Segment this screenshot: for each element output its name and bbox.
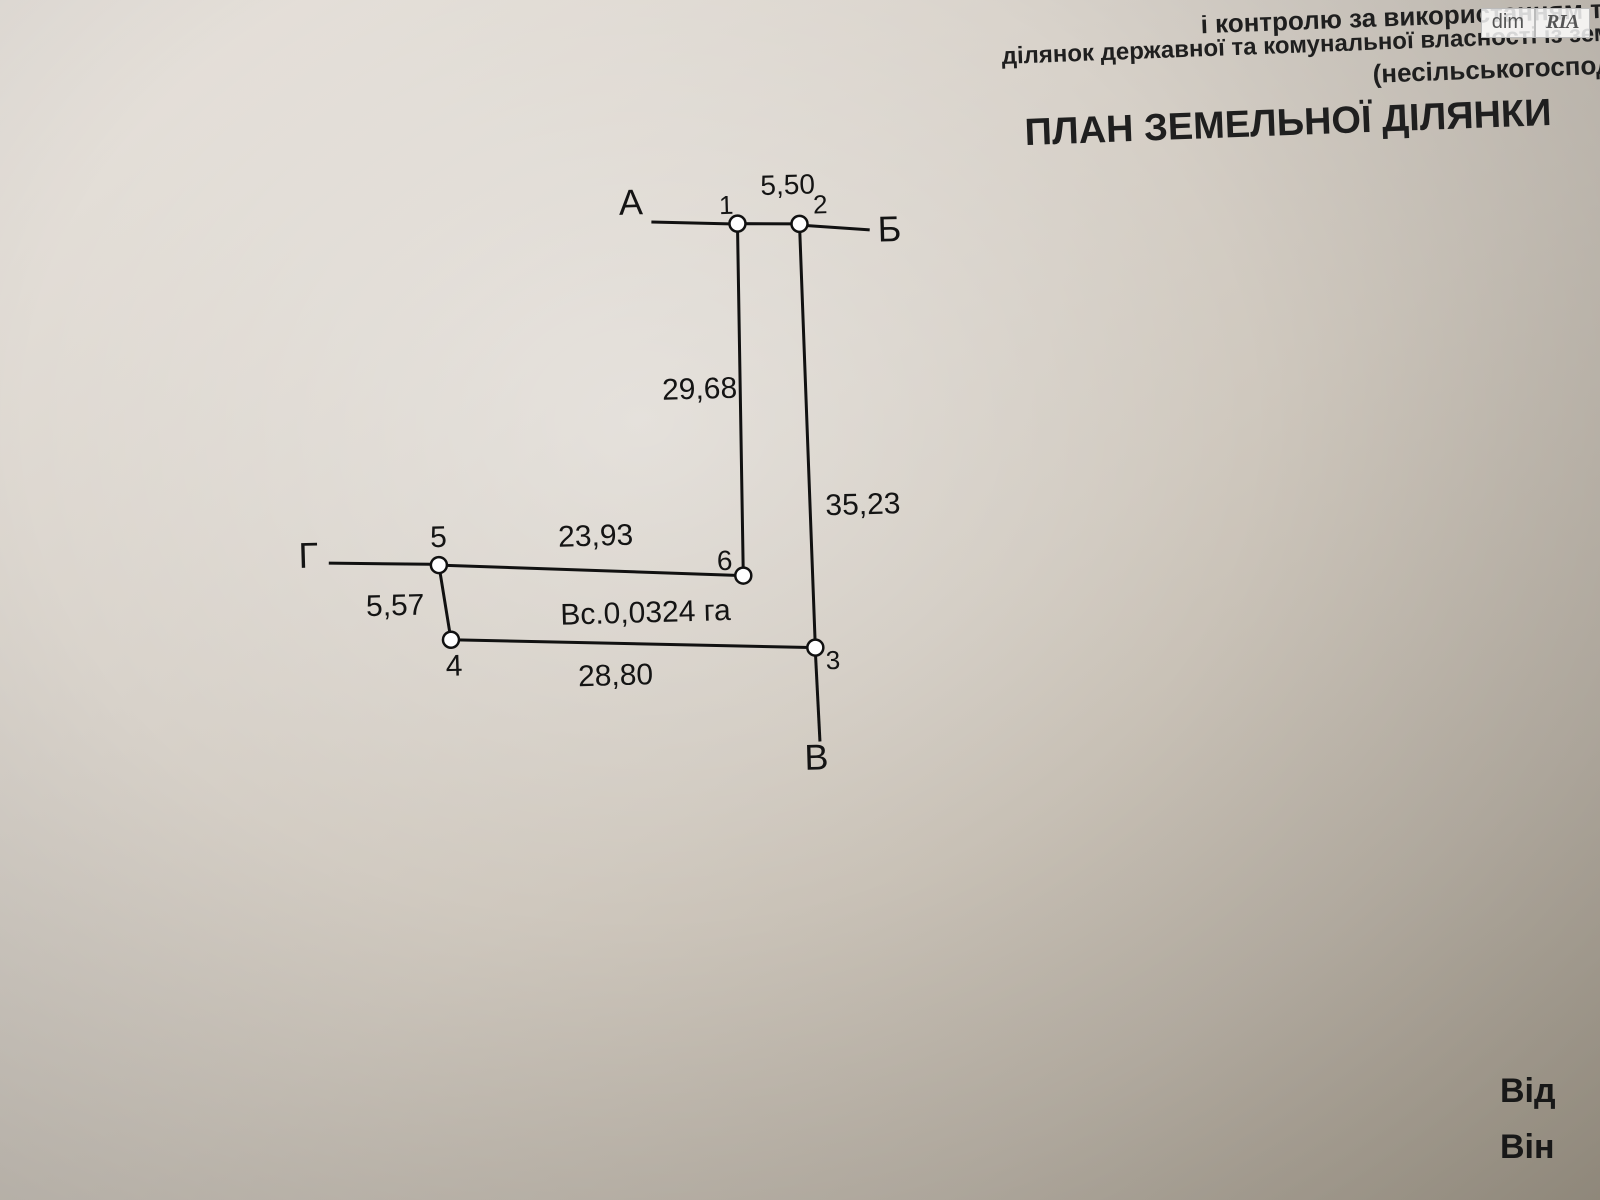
node-number: 4 xyxy=(445,649,463,682)
survey-node xyxy=(431,557,447,573)
edge-dimension: 5,57 xyxy=(366,588,425,623)
plot-boundary xyxy=(430,222,816,658)
watermark-right-text: RIA xyxy=(1546,11,1579,34)
edge-dimension: 28,80 xyxy=(578,658,654,693)
direction-letter: Б xyxy=(877,208,902,250)
survey-node xyxy=(443,632,459,648)
direction-line xyxy=(808,224,870,232)
watermark-right: RIA xyxy=(1535,8,1590,38)
area-label: Вс.0,0324 га xyxy=(560,594,732,632)
survey-node xyxy=(791,216,807,232)
watermark-left-text: dim xyxy=(1492,11,1524,34)
survey-node xyxy=(735,567,751,583)
node-number: 5 xyxy=(430,521,448,554)
watermark: dim RIA xyxy=(1481,8,1590,38)
edge-dimension: 29,68 xyxy=(662,372,738,407)
node-number: 1 xyxy=(719,190,734,220)
edge-dimension: 5,50 xyxy=(760,168,815,201)
edge-dimension: 35,23 xyxy=(825,487,901,522)
node-number: 2 xyxy=(813,189,828,219)
cropped-text: Від xyxy=(1500,1072,1556,1111)
direction-letter: В xyxy=(804,736,829,778)
direction-letter: А xyxy=(618,181,643,223)
edge-dimension: 23,93 xyxy=(558,519,634,554)
direction-line xyxy=(816,656,820,742)
direction-letter: Г xyxy=(298,534,319,576)
node-number: 6 xyxy=(716,545,732,576)
land-plot-diagram: А Б В Г 5,50 35,23 28,80 5,57 23,93 29,68 Вс.0,032… xyxy=(0,0,1600,1200)
direction-line xyxy=(329,560,431,567)
paper-background: dim RIA і контролю за використанням та о… xyxy=(0,0,1600,1200)
survey-node xyxy=(807,639,823,655)
watermark-left: dim xyxy=(1481,8,1535,38)
cropped-text: Він xyxy=(1500,1128,1555,1167)
direction-line xyxy=(651,220,729,226)
node-number: 3 xyxy=(825,645,840,675)
